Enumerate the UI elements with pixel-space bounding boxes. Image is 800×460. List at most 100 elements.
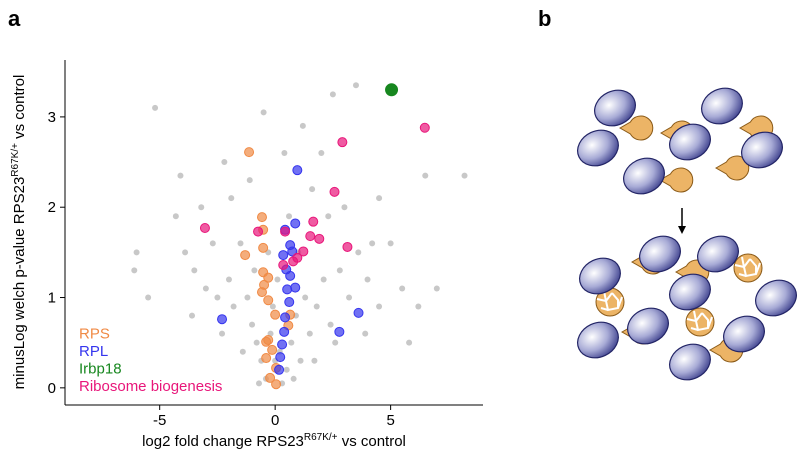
- highlight-point: [284, 297, 295, 308]
- point: [399, 285, 406, 292]
- point: [269, 303, 276, 310]
- point: [281, 150, 288, 157]
- point: [406, 339, 413, 346]
- x-axis-label: log2 fold change RPS23R67K/+ vs control: [142, 432, 406, 450]
- highlight-point: [337, 137, 348, 148]
- point: [225, 276, 232, 283]
- y-tick-label: 0: [48, 380, 56, 397]
- highlight-point: [244, 147, 255, 158]
- highlight-point: [199, 222, 210, 233]
- point: [376, 195, 383, 202]
- highlight-point: [308, 216, 319, 227]
- point: [369, 240, 376, 247]
- highlight-point: [298, 246, 309, 257]
- highlight-point: [278, 250, 289, 261]
- highlight-point: [314, 233, 325, 244]
- point: [341, 204, 348, 211]
- point: [309, 186, 316, 193]
- highlight-point: [261, 336, 272, 347]
- point: [288, 339, 295, 346]
- legend-label: Ribosome biogenesis: [79, 378, 222, 395]
- point: [461, 172, 468, 179]
- point: [260, 109, 267, 116]
- point: [209, 240, 216, 247]
- x-label-tail: vs control: [338, 433, 406, 450]
- highlight-point: [258, 242, 269, 253]
- highlight-point: [353, 307, 364, 318]
- point: [152, 104, 159, 111]
- highlight-point: [385, 83, 399, 97]
- highlight-point: [277, 339, 288, 350]
- point: [244, 294, 251, 301]
- highlight-point: [270, 309, 281, 320]
- point: [376, 303, 383, 310]
- x-tick-label: 5: [386, 412, 394, 429]
- highlight-point: [274, 364, 285, 375]
- x-label-sup: R67K/+: [304, 432, 338, 443]
- point: [182, 249, 189, 256]
- point: [302, 294, 309, 301]
- highlight-point: [290, 218, 301, 229]
- point: [249, 321, 256, 328]
- legend-label: RPL: [79, 343, 108, 360]
- point: [246, 177, 253, 184]
- point: [286, 213, 293, 220]
- highlight-point: [267, 344, 278, 355]
- highlight-point: [279, 326, 290, 337]
- point: [325, 213, 332, 220]
- point: [387, 240, 394, 247]
- y-tick-label: 2: [48, 199, 56, 216]
- point: [255, 380, 262, 387]
- highlight-point: [261, 353, 272, 364]
- highlight-point: [263, 295, 274, 306]
- point: [332, 339, 339, 346]
- point: [228, 195, 235, 202]
- point: [306, 330, 313, 337]
- point: [214, 294, 221, 301]
- point: [313, 303, 320, 310]
- highlight-point: [285, 270, 296, 281]
- highlight-point: [280, 226, 291, 237]
- point: [239, 348, 246, 355]
- point: [198, 204, 205, 211]
- y-axis-label: minusLog welch p-value RPS23R67K/+ vs co…: [10, 75, 28, 390]
- y-tick-label: 1: [48, 290, 56, 307]
- x-label-text: log2 fold change RPS23: [142, 433, 304, 450]
- y-tick-label: 3: [48, 109, 56, 126]
- highlight-point: [280, 312, 291, 323]
- y-label-text: minusLog welch p-value RPS23: [11, 177, 28, 390]
- point: [230, 303, 237, 310]
- highlight-point: [342, 241, 353, 252]
- highlight-point: [271, 379, 282, 390]
- highlight-point: [265, 372, 276, 383]
- highlight-point: [282, 284, 293, 295]
- point: [189, 312, 196, 319]
- highlight-point: [256, 287, 267, 298]
- point: [320, 276, 327, 283]
- highlight-point: [329, 186, 340, 197]
- point: [191, 267, 198, 274]
- panel-label: a: [8, 6, 21, 31]
- point: [422, 172, 429, 179]
- point: [346, 294, 353, 301]
- point: [362, 330, 369, 337]
- highlight-point: [263, 272, 274, 283]
- point: [283, 366, 290, 373]
- point: [364, 276, 371, 283]
- highlight-point: [275, 352, 286, 363]
- panel-label: b: [538, 6, 551, 31]
- x-tick-label: -5: [153, 412, 166, 429]
- point: [274, 276, 281, 283]
- point: [145, 294, 152, 301]
- legend-label: RPS: [79, 326, 110, 343]
- ribosome-diagram: [571, 81, 800, 387]
- highlight-point: [334, 326, 345, 337]
- point: [237, 240, 244, 247]
- point: [177, 172, 184, 179]
- point: [297, 357, 304, 364]
- point: [133, 249, 140, 256]
- point: [327, 321, 334, 328]
- point: [290, 375, 297, 382]
